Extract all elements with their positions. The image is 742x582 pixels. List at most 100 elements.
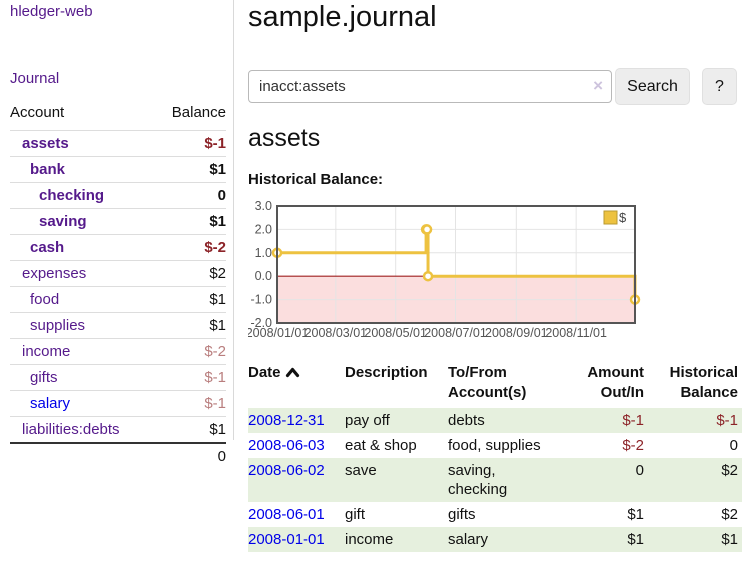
column-header-date[interactable]: Date bbox=[248, 361, 345, 408]
register-cell-accounts: food, supplies bbox=[448, 437, 541, 454]
account-heading: assets bbox=[248, 124, 321, 152]
svg-text:2008/03/01: 2008/03/01 bbox=[305, 326, 368, 340]
account-row: food $1 bbox=[10, 286, 226, 313]
account-row: expenses $2 bbox=[10, 260, 226, 287]
account-row: bank $1 bbox=[10, 156, 226, 183]
account-row: liabilities:debts $1 bbox=[10, 416, 226, 444]
register-cell-balance: $2 bbox=[721, 462, 738, 479]
column-header-balance: Historical Balance bbox=[669, 364, 738, 401]
register-cell-balance: $2 bbox=[721, 506, 738, 523]
accounts-header-account: Account bbox=[10, 104, 65, 121]
account-link[interactable]: cash bbox=[30, 239, 65, 256]
register-row: 2008-06-02 save saving, checking 0 $2 bbox=[248, 458, 742, 502]
account-link[interactable]: saving bbox=[39, 213, 87, 230]
account-link[interactable]: checking bbox=[39, 187, 105, 204]
sidebar: hledger-web Journal Account Balance asse… bbox=[0, 0, 234, 469]
register-row: 2008-01-01 income salary $1 $1 bbox=[248, 527, 742, 552]
accounts-total-row: 0 bbox=[10, 442, 226, 469]
date-link[interactable]: 2008-01-01 bbox=[248, 531, 325, 548]
search-box: × bbox=[248, 70, 612, 103]
register-cell-date: 2008-01-01 bbox=[248, 527, 345, 552]
register-cell-accounts: debts bbox=[448, 412, 485, 429]
svg-text:2008/01/01: 2008/01/01 bbox=[248, 326, 308, 340]
account-link[interactable]: food bbox=[30, 291, 60, 308]
main-content: sample.journal × Search ? assets Histori… bbox=[246, 0, 742, 582]
search-form: × Search ? bbox=[248, 68, 742, 106]
svg-text:2008/09/01: 2008/09/01 bbox=[485, 326, 548, 340]
svg-text:1.0: 1.0 bbox=[255, 246, 272, 260]
historical-balance-chart: $3.0 2.0 1.0 0.0 -1.0 -2.0 2008/01/01 2008/03/0… bbox=[246, 199, 742, 345]
account-balance: $-1 bbox=[204, 395, 226, 412]
register-row: 2008-12-31 pay off debts $-1 $-1 bbox=[248, 408, 742, 433]
account-link[interactable]: salary bbox=[30, 395, 71, 412]
register-cell-date: 2008-06-01 bbox=[248, 502, 345, 527]
register-cell-description: save bbox=[345, 462, 377, 479]
account-balance: $-1 bbox=[204, 369, 226, 386]
account-balance: $-1 bbox=[204, 135, 226, 152]
svg-text:2008/05/01: 2008/05/01 bbox=[364, 326, 427, 340]
register-cell-amount: $1 bbox=[627, 506, 644, 523]
svg-text:-2.0: -2.0 bbox=[250, 316, 272, 330]
account-link[interactable]: assets bbox=[22, 135, 69, 152]
search-input[interactable] bbox=[248, 70, 612, 103]
register-cell-accounts: saving, checking bbox=[448, 462, 508, 498]
clear-search-icon[interactable]: × bbox=[593, 76, 603, 95]
register-cell-balance: $1 bbox=[721, 531, 738, 548]
accounts-total-balance: 0 bbox=[154, 442, 226, 469]
account-link[interactable]: expenses bbox=[22, 265, 87, 282]
date-link[interactable]: 2008-06-02 bbox=[248, 462, 325, 479]
chart-title: Historical Balance: bbox=[248, 171, 384, 188]
account-balance: $1 bbox=[209, 421, 226, 438]
sidebar-item-journal[interactable]: Journal bbox=[10, 70, 60, 87]
register-cell-accounts: gifts bbox=[448, 506, 476, 523]
register-cell-balance: 0 bbox=[729, 437, 738, 454]
svg-text:3.0: 3.0 bbox=[255, 200, 272, 213]
account-balance: $-2 bbox=[204, 343, 226, 360]
register-cell-description: pay off bbox=[345, 412, 390, 429]
account-link[interactable]: bank bbox=[30, 161, 66, 178]
svg-text:$: $ bbox=[619, 210, 627, 225]
register-cell-accounts: salary bbox=[448, 531, 489, 548]
account-row: supplies $1 bbox=[10, 312, 226, 339]
svg-text:2.0: 2.0 bbox=[255, 222, 272, 236]
register-cell-description: income bbox=[345, 531, 394, 548]
help-button[interactable]: ? bbox=[702, 68, 737, 105]
date-link[interactable]: 2008-06-03 bbox=[248, 437, 325, 454]
accounts-header-balance: Balance bbox=[171, 104, 226, 121]
account-link[interactable]: gifts bbox=[30, 369, 58, 386]
register-cell-amount: $-1 bbox=[622, 412, 644, 429]
account-link[interactable]: supplies bbox=[30, 317, 86, 334]
register-cell-date: 2008-06-02 bbox=[248, 458, 345, 502]
account-row: assets $-1 bbox=[10, 130, 226, 157]
account-row: income $-2 bbox=[10, 338, 226, 365]
account-row: checking 0 bbox=[10, 182, 226, 209]
search-button[interactable]: Search bbox=[615, 68, 690, 105]
column-header-description: Description bbox=[345, 364, 428, 381]
svg-text:0.0: 0.0 bbox=[255, 269, 272, 283]
register-cell-amount: 0 bbox=[635, 462, 644, 479]
account-row: saving $1 bbox=[10, 208, 226, 235]
register-row: 2008-06-03 eat & shop food, supplies $-2 0 bbox=[248, 433, 742, 458]
register-header-row: Date Description To/From Account(s) Amou… bbox=[248, 361, 742, 408]
register-cell-date: 2008-12-31 bbox=[248, 408, 345, 433]
account-row: cash $-2 bbox=[10, 234, 226, 261]
sort-ascending-icon bbox=[285, 364, 300, 384]
register-cell-description: eat & shop bbox=[345, 437, 417, 454]
app-title-link[interactable]: hledger-web bbox=[10, 3, 93, 20]
account-balance: $1 bbox=[209, 317, 226, 334]
register-cell-date: 2008-06-03 bbox=[248, 433, 345, 458]
date-link[interactable]: 2008-06-01 bbox=[248, 506, 325, 523]
account-balance: $-2 bbox=[204, 239, 226, 256]
accounts-table: Account Balance assets $-1 bank $1 checking 0… bbox=[10, 102, 226, 469]
column-header-accounts: To/From Account(s) bbox=[448, 364, 527, 401]
register-cell-description: gift bbox=[345, 506, 366, 523]
register-cell-amount: $1 bbox=[627, 531, 644, 548]
account-link[interactable]: liabilities:debts bbox=[22, 421, 120, 438]
account-row: gifts $-1 bbox=[10, 364, 226, 391]
account-balance: 0 bbox=[217, 187, 226, 204]
account-row: salary $-1 bbox=[10, 390, 226, 417]
svg-text:2008/07/01: 2008/07/01 bbox=[424, 326, 487, 340]
account-link[interactable]: income bbox=[22, 343, 71, 360]
register-row: 2008-06-01 gift gifts $1 $2 bbox=[248, 502, 742, 527]
date-link[interactable]: 2008-12-31 bbox=[248, 412, 325, 429]
